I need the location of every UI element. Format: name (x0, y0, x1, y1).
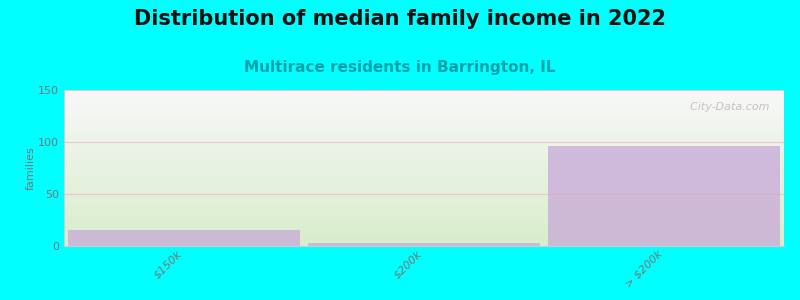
Bar (308, 243, 541, 246)
Text: Distribution of median family income in 2022: Distribution of median family income in … (134, 9, 666, 29)
Bar (67, 230, 301, 246)
Text: City-Data.com: City-Data.com (683, 103, 770, 112)
Bar (547, 146, 781, 246)
Text: Multirace residents in Barrington, IL: Multirace residents in Barrington, IL (244, 60, 556, 75)
Y-axis label: families: families (26, 146, 35, 190)
